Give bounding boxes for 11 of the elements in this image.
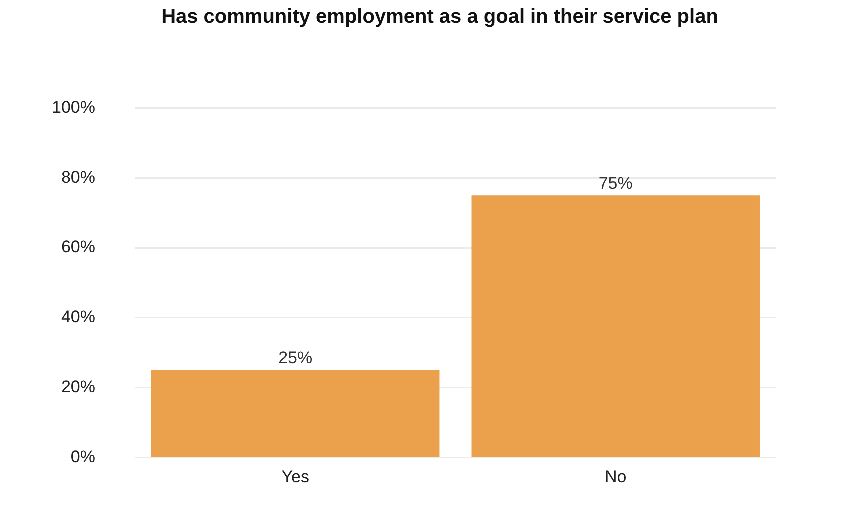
y-tick-label: 60%	[61, 238, 96, 257]
data-label: 25%	[278, 348, 313, 368]
x-tick-label: No	[605, 468, 627, 487]
y-tick-label: 80%	[61, 168, 96, 187]
y-tick-label: 40%	[61, 308, 96, 327]
data-label: 75%	[598, 174, 633, 193]
y-tick-label: 20%	[61, 378, 96, 397]
y-tick-label: 0%	[70, 447, 96, 466]
y-tick-label: 100%	[52, 98, 96, 117]
chart-title: Has community employment as a goal in their service plan	[160, 6, 720, 29]
x-tick-label: Yes	[282, 468, 310, 487]
